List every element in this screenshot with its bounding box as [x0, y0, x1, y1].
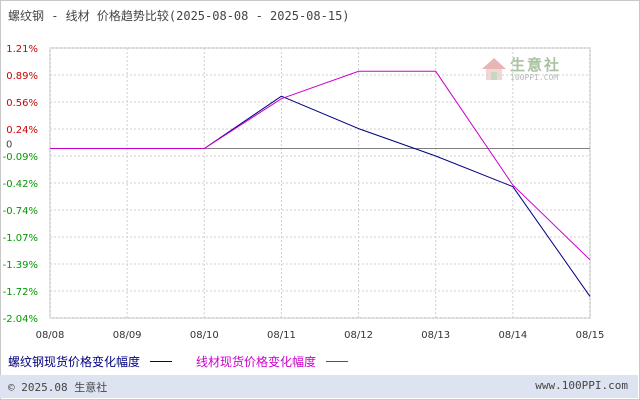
y-tick-label: -1.39%	[3, 260, 38, 271]
y-tick-label: 0.56%	[6, 98, 38, 109]
y-tick-label: -0.09%	[3, 152, 38, 163]
x-tick-label: 08/11	[267, 330, 296, 341]
watermark-url: 100PPI.COM	[510, 73, 559, 82]
series-line-rebar	[50, 95, 591, 297]
chart-title: 螺纹钢 - 线材 价格趋势比较(2025-08-08 - 2025-08-15)	[8, 9, 350, 23]
legend-swatch-rebar	[150, 360, 173, 362]
x-tick-label: 08/15	[576, 330, 605, 341]
legend-item-rebar: 螺纹钢现货价格变化幅度	[8, 353, 173, 370]
watermark-name: 生意社	[510, 56, 562, 74]
legend-label-rebar: 螺纹钢现货价格变化幅度	[8, 354, 141, 369]
legend-swatch-wire	[326, 360, 349, 362]
y-zero-label: 0	[6, 140, 12, 151]
legend-label-wire: 线材现货价格变化幅度	[196, 354, 317, 369]
footer-site-link[interactable]: www.100PPI.com	[535, 379, 628, 392]
y-tick-label: 1.21%	[6, 44, 38, 55]
legend-item-wire: 线材现货价格变化幅度	[196, 353, 349, 370]
x-tick-label: 08/09	[113, 330, 142, 341]
footer-copyright: © 2025.08 生意社	[8, 381, 108, 394]
y-tick-label: -1.07%	[3, 233, 38, 244]
plot-area: 1.21% 0.89% 0.56% 0.24% -0.09% -0.42% -0.74% -1…	[3, 44, 605, 341]
footer-bar: © 2025.08 生意社 www.100PPI.com	[0, 375, 638, 398]
x-tick-label: 08/10	[190, 330, 219, 341]
y-tick-label: -2.04%	[3, 314, 38, 325]
x-tick-label: 08/08	[36, 330, 65, 341]
series-line-wire	[50, 70, 591, 261]
y-tick-label: -0.42%	[3, 179, 38, 190]
x-tick-label: 08/12	[344, 330, 373, 341]
y-tick-label: 0.24%	[6, 125, 38, 136]
y-tick-label: 0.89%	[6, 71, 38, 82]
legend: 螺纹钢现货价格变化幅度 线材现货价格变化幅度	[8, 353, 362, 369]
x-tick-label: 08/13	[421, 330, 450, 341]
x-tick-label: 08/14	[498, 330, 527, 341]
y-tick-label: -1.72%	[3, 287, 38, 298]
y-tick-label: -0.74%	[3, 206, 38, 217]
